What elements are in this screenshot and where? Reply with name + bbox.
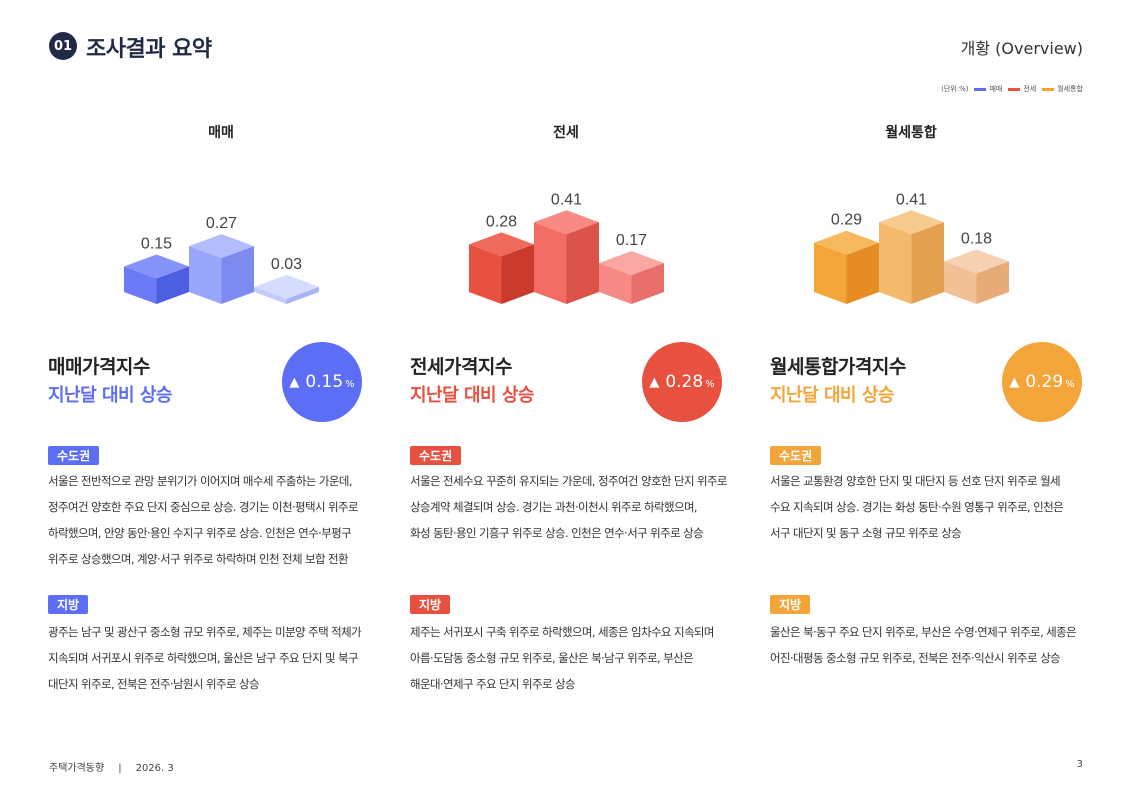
change-circle-sale: ▲ 0.15 % bbox=[282, 342, 362, 422]
legend-item-sale: 매매 bbox=[974, 84, 1002, 94]
bar-capital bbox=[534, 210, 599, 304]
overview-label: 개황 (Overview) bbox=[960, 39, 1083, 58]
chart-sale: 0.030.150.27전국수도권지방 bbox=[124, 215, 319, 304]
text-seoul-rent: 서울은 교통환경 양호한 단지 및 대단지 등 선호 단지 위주로 월세 수요 … bbox=[770, 474, 1064, 540]
value-label-local: 0.18 bbox=[961, 230, 992, 247]
change-unit: % bbox=[1065, 378, 1075, 390]
change-value: 0.28 bbox=[665, 372, 704, 392]
bar-local bbox=[599, 251, 664, 304]
section-title: 조사결과 요약 bbox=[86, 37, 212, 62]
page-number: 3 bbox=[1076, 759, 1083, 770]
value-label-nation: 0.29 bbox=[831, 212, 862, 229]
chart-legend: (단위:%) 매매 전세 월세통합 bbox=[941, 84, 1083, 94]
text-seoul-sale: 서울은 전반적으로 관망 분위기가 이어지며 매수세 주춤하는 가운데, 정주여… bbox=[48, 474, 359, 566]
change-circle-jeonse: ▲ 0.28 % bbox=[642, 342, 722, 422]
bar-capital bbox=[189, 234, 254, 304]
text-seoul-jeonse: 서울은 전세수요 꾸준히 유지되는 가운데, 정주여건 양호한 단지 위주로 상… bbox=[410, 474, 728, 540]
chart-title-sale: 매매 bbox=[208, 125, 234, 141]
legend-item-jeonse: 전세 bbox=[1008, 84, 1036, 94]
section-number-badge: 01 bbox=[49, 32, 77, 60]
chart-title-jeonse: 전세 bbox=[553, 125, 579, 141]
badge-seoul-rent: 수도권 bbox=[770, 446, 822, 465]
up-arrow-icon: ▲ bbox=[289, 374, 300, 390]
badge-local-rent: 지방 bbox=[770, 595, 811, 614]
index-title-jeonse: 전세가격지수 bbox=[410, 356, 512, 378]
value-label-nation: 0.28 bbox=[486, 213, 517, 230]
index-title-rent: 월세통합가격지수 bbox=[770, 356, 906, 378]
badge-seoul-sale: 수도권 bbox=[48, 446, 100, 465]
up-arrow-icon: ▲ bbox=[1009, 374, 1020, 390]
bar-local bbox=[944, 249, 1009, 304]
change-unit: % bbox=[345, 378, 355, 390]
bar-nation bbox=[814, 230, 879, 304]
bar-local bbox=[254, 274, 319, 304]
legend-item-rent: 월세통합 bbox=[1042, 84, 1083, 94]
change-value: 0.29 bbox=[1025, 372, 1064, 392]
text-local-sale: 광주는 남구 및 광산구 중소형 규모 위주로, 제주는 미분양 주택 적체가 … bbox=[48, 625, 362, 691]
up-arrow-icon: ▲ bbox=[649, 374, 660, 390]
badge-local-jeonse: 지방 bbox=[410, 595, 451, 614]
chart-rent: 0.180.290.41전국수도권지방 bbox=[814, 191, 1009, 304]
value-label-nation: 0.15 bbox=[141, 236, 172, 253]
footer: 주택가격동향 | 2026. 3 bbox=[49, 759, 174, 774]
bar-capital bbox=[879, 210, 944, 304]
change-unit: % bbox=[705, 378, 715, 390]
badge-local-sale: 지방 bbox=[48, 595, 89, 614]
badge-seoul-jeonse: 수도권 bbox=[410, 446, 462, 465]
footer-publication: 주택가격동향 bbox=[49, 763, 105, 774]
chart-title-rent: 월세통합 bbox=[885, 125, 937, 141]
value-label-local: 0.03 bbox=[271, 256, 302, 273]
change-circle-rent: ▲ 0.29 % bbox=[1002, 342, 1082, 422]
value-label-capital: 0.27 bbox=[206, 215, 237, 232]
bar-nation bbox=[124, 254, 189, 304]
value-label-capital: 0.41 bbox=[551, 191, 582, 208]
index-sub-sale: 지난달 대비 상승 bbox=[48, 385, 172, 406]
index-sub-rent: 지난달 대비 상승 bbox=[770, 385, 894, 406]
bar-nation bbox=[469, 232, 534, 304]
text-local-rent: 울산은 북·동구 주요 단지 위주로, 부산은 수영·연제구 위주로, 세종은 … bbox=[770, 625, 1077, 665]
footer-date: 2026. 3 bbox=[135, 763, 174, 774]
index-title-sale: 매매가격지수 bbox=[48, 356, 150, 378]
footer-separator: | bbox=[118, 763, 122, 774]
chart-jeonse: 0.170.280.41전국수도권지방 bbox=[469, 191, 664, 304]
value-label-local: 0.17 bbox=[616, 232, 647, 249]
legend-unit: (단위:%) bbox=[941, 85, 969, 93]
text-local-jeonse: 제주는 서귀포시 구축 위주로 하락했으며, 세종은 임차수요 지속되며 아름·… bbox=[410, 625, 714, 691]
index-sub-jeonse: 지난달 대비 상승 bbox=[410, 385, 534, 406]
change-value: 0.15 bbox=[305, 372, 344, 392]
value-label-capital: 0.41 bbox=[896, 191, 927, 208]
